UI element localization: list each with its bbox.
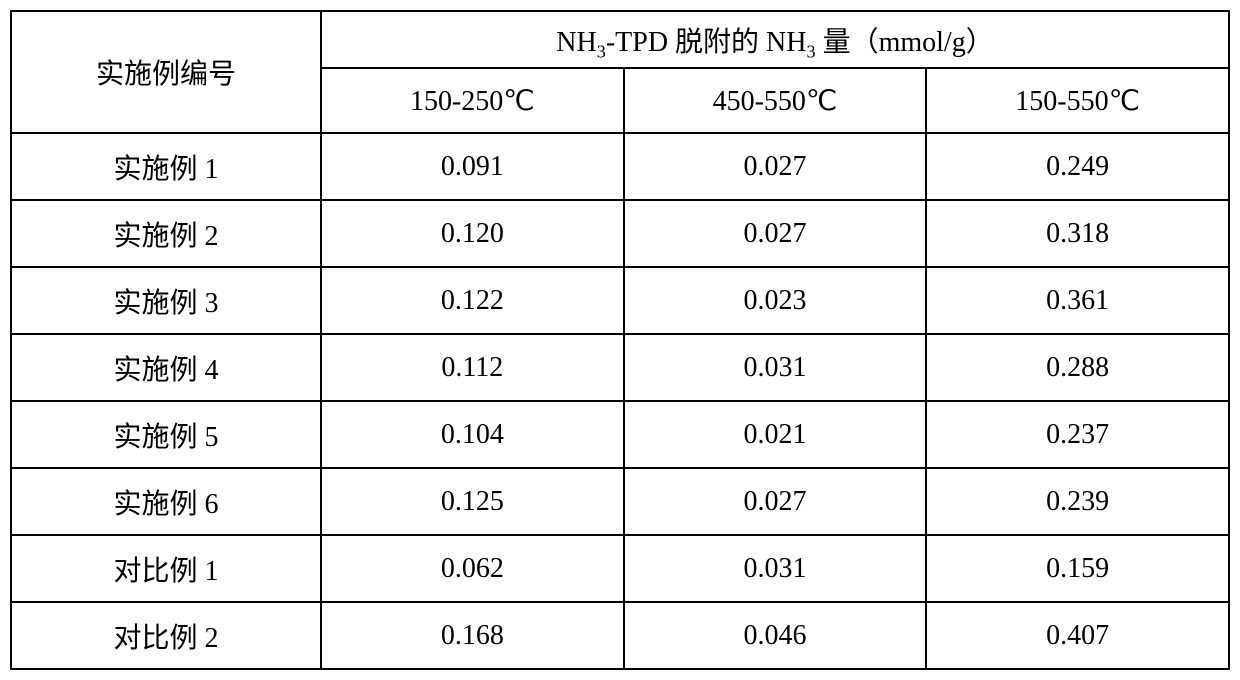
- data-cell: 0.168: [321, 602, 624, 669]
- row-label: 对比例 2: [11, 602, 321, 669]
- merged-header-text-2: -TPD 脱附的 NH: [606, 27, 807, 58]
- table-row: 实施例 1 0.091 0.027 0.249: [11, 133, 1229, 200]
- data-cell: 0.031: [624, 334, 927, 401]
- data-table: 实施例编号 NH3-TPD 脱附的 NH3 量（mmol/g） 150-250℃…: [10, 10, 1230, 670]
- data-cell: 0.091: [321, 133, 624, 200]
- row-header-label: 实施例编号: [11, 11, 321, 133]
- data-cell: 0.288: [926, 334, 1229, 401]
- merged-header: NH3-TPD 脱附的 NH3 量（mmol/g）: [321, 11, 1229, 68]
- data-cell: 0.318: [926, 200, 1229, 267]
- merged-header-text-3: 量（mmol/g）: [816, 27, 994, 58]
- data-cell: 0.407: [926, 602, 1229, 669]
- table-row: 实施例 4 0.112 0.031 0.288: [11, 334, 1229, 401]
- data-cell: 0.237: [926, 401, 1229, 468]
- row-label: 实施例 3: [11, 267, 321, 334]
- data-cell: 0.112: [321, 334, 624, 401]
- subscript-2: 3: [807, 41, 816, 61]
- data-cell: 0.361: [926, 267, 1229, 334]
- row-label: 实施例 2: [11, 200, 321, 267]
- table-row: 对比例 2 0.168 0.046 0.407: [11, 602, 1229, 669]
- table-row: 实施例 2 0.120 0.027 0.318: [11, 200, 1229, 267]
- data-cell: 0.027: [624, 200, 927, 267]
- merged-header-text-1: NH: [556, 27, 596, 58]
- data-cell: 0.046: [624, 602, 927, 669]
- sub-header-3: 150-550℃: [926, 68, 1229, 133]
- sub-header-2: 450-550℃: [624, 68, 927, 133]
- table-row: 对比例 1 0.062 0.031 0.159: [11, 535, 1229, 602]
- data-cell: 0.062: [321, 535, 624, 602]
- row-label: 对比例 1: [11, 535, 321, 602]
- data-cell: 0.027: [624, 468, 927, 535]
- data-cell: 0.249: [926, 133, 1229, 200]
- table-row: 实施例 5 0.104 0.021 0.237: [11, 401, 1229, 468]
- data-cell: 0.104: [321, 401, 624, 468]
- row-label: 实施例 1: [11, 133, 321, 200]
- subscript-1: 3: [597, 41, 606, 61]
- data-cell: 0.239: [926, 468, 1229, 535]
- row-label: 实施例 6: [11, 468, 321, 535]
- header-row-1: 实施例编号 NH3-TPD 脱附的 NH3 量（mmol/g）: [11, 11, 1229, 68]
- data-cell: 0.120: [321, 200, 624, 267]
- sub-header-1: 150-250℃: [321, 68, 624, 133]
- data-cell: 0.125: [321, 468, 624, 535]
- table-row: 实施例 3 0.122 0.023 0.361: [11, 267, 1229, 334]
- table-row: 实施例 6 0.125 0.027 0.239: [11, 468, 1229, 535]
- row-label: 实施例 5: [11, 401, 321, 468]
- data-cell: 0.031: [624, 535, 927, 602]
- data-cell: 0.027: [624, 133, 927, 200]
- data-cell: 0.021: [624, 401, 927, 468]
- data-cell: 0.159: [926, 535, 1229, 602]
- data-cell: 0.023: [624, 267, 927, 334]
- row-label: 实施例 4: [11, 334, 321, 401]
- data-cell: 0.122: [321, 267, 624, 334]
